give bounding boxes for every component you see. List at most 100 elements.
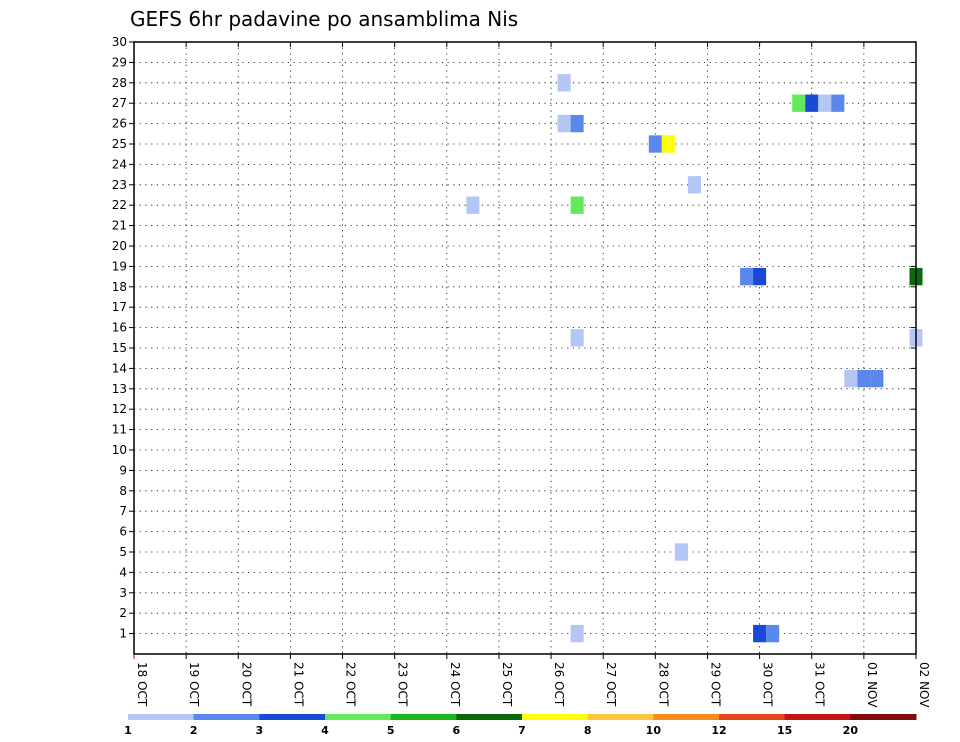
x-tick-label: 20 OCT [239, 662, 253, 707]
heatmap-cell [570, 624, 584, 643]
colorbar-label: 7 [518, 724, 526, 737]
y-tick-label: 2 [119, 606, 127, 620]
y-tick-label: 21 [112, 219, 127, 233]
colorbar-label: 15 [777, 724, 792, 737]
heatmap-cell [792, 94, 806, 112]
grid-lines [134, 42, 916, 654]
x-tick-label: 22 OCT [344, 662, 358, 707]
colorbar-swatch [325, 714, 392, 720]
heatmap-cell [766, 624, 780, 643]
heatmap-cell [818, 94, 832, 112]
y-tick-label: 7 [119, 504, 127, 518]
heatmap-cell [870, 369, 884, 388]
colorbar-swatch [653, 714, 720, 720]
y-tick-label: 15 [112, 341, 127, 355]
x-tick-label: 21 OCT [291, 662, 305, 707]
y-tick-label: 28 [112, 76, 127, 90]
x-tick-label: 28 OCT [656, 662, 670, 707]
colorbar-swatch [784, 714, 851, 720]
y-tick-label: 23 [112, 178, 127, 192]
y-tick-label: 3 [119, 586, 127, 600]
colorbar-swatch [456, 714, 523, 720]
heatmap-cell [831, 94, 845, 112]
y-tick-label: 10 [112, 443, 127, 457]
colorbar-swatch [719, 714, 786, 720]
y-tick-label: 27 [112, 96, 127, 110]
y-tick-label: 16 [112, 321, 127, 335]
heatmap-cell [570, 114, 584, 133]
heatmap-cell [557, 114, 571, 133]
y-tick-label: 29 [112, 55, 127, 69]
y-tick-label: 5 [119, 545, 127, 559]
x-tick-label: 27 OCT [604, 662, 618, 707]
heatmap-cell [648, 135, 662, 153]
x-tick-label: 01 NOV [865, 662, 879, 708]
y-tick-label: 4 [119, 565, 127, 579]
plot-frame [133, 41, 917, 655]
y-tick-label: 9 [119, 463, 127, 477]
heatmap-cell [805, 94, 819, 112]
x-tick-label: 25 OCT [500, 662, 514, 707]
heatmap-cells [466, 74, 923, 643]
heatmap-cell [753, 267, 767, 286]
x-tick-label: 24 OCT [448, 662, 462, 707]
x-tick-label: 02 NOV [917, 662, 931, 708]
colorbar-label: 3 [256, 724, 264, 737]
y-tick-label: 26 [112, 117, 127, 131]
heatmap-cell [687, 176, 701, 194]
colorbar-label: 2 [190, 724, 198, 737]
y-tick-label: 18 [112, 280, 127, 294]
y-tick-label: 30 [112, 35, 127, 49]
y-tick-label: 24 [112, 157, 127, 171]
y-tick-label: 19 [112, 259, 127, 273]
colorbar-swatch [390, 714, 457, 720]
y-tick-label: 13 [112, 382, 127, 396]
colorbar-label: 5 [387, 724, 395, 737]
heatmap-cell [570, 329, 584, 347]
colorbar-swatch [259, 714, 326, 720]
y-tick-label: 22 [112, 198, 127, 212]
x-tick-label: 19 OCT [187, 662, 201, 707]
colorbar-swatch [587, 714, 654, 720]
y-tick-label: 8 [119, 484, 127, 498]
colorbar-swatch [850, 714, 917, 720]
colorbar-swatch [193, 714, 260, 720]
chart-title: GEFS 6hr padavine po ansamblima Nis [130, 7, 518, 31]
heatmap-cell [857, 369, 871, 388]
x-axis: 18 OCT 19 OCT 20 OCT 21 OCT 22 OCT 23 OCT 24 O… [133, 42, 931, 708]
heatmap-cell [661, 135, 675, 153]
colorbar: 1 2 3 4 5 6 7 8 10 12 15 20 [124, 714, 917, 737]
y-tick-label: 17 [112, 300, 127, 314]
colorbar-label: 20 [843, 724, 859, 737]
heatmap-cell [557, 74, 571, 92]
colorbar-swatch [522, 714, 589, 720]
heatmap-cell [674, 543, 688, 561]
y-tick-label: 20 [112, 239, 127, 253]
y-tick-label: 1 [119, 627, 127, 641]
colorbar-label: 1 [124, 724, 132, 737]
colorbar-label: 12 [711, 724, 726, 737]
y-tick-label: 12 [112, 402, 127, 416]
y-tick-label: 6 [119, 525, 127, 539]
heatmap-cell [570, 196, 584, 214]
heatmap-cell [844, 369, 858, 388]
x-tick-label: 29 OCT [708, 662, 722, 707]
x-tick-label: 26 OCT [552, 662, 566, 707]
colorbar-label: 8 [584, 724, 592, 737]
colorbar-label: 10 [646, 724, 662, 737]
colorbar-label: 6 [453, 724, 461, 737]
y-axis: 1234567891011121314151617181920212223242… [112, 35, 916, 641]
heatmap-cell [466, 196, 480, 214]
x-tick-label: 23 OCT [396, 662, 410, 707]
heatmap-cell [740, 267, 754, 286]
colorbar-swatch [128, 714, 195, 720]
x-tick-label: 30 OCT [761, 662, 775, 707]
x-tick-label: 18 OCT [135, 662, 149, 707]
colorbar-label: 4 [321, 724, 329, 737]
x-tick-label: 31 OCT [813, 662, 827, 707]
y-tick-label: 11 [112, 423, 127, 437]
heatmap-cell [753, 624, 767, 643]
y-tick-label: 14 [112, 361, 127, 375]
y-tick-label: 25 [112, 137, 127, 151]
